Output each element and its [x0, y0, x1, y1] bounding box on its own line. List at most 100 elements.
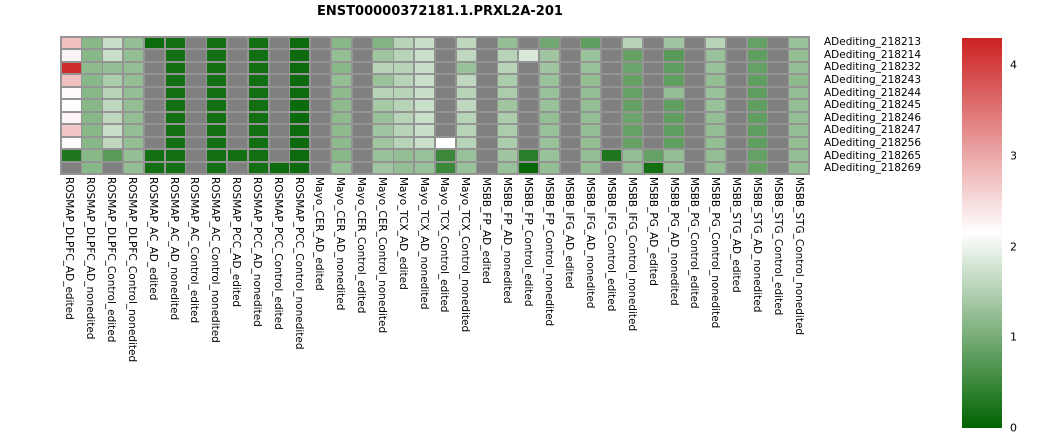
- column-label: Mayo_CER_AD_edited: [313, 177, 326, 291]
- heatmap-cell: [269, 37, 289, 49]
- heatmap-cell: [61, 62, 81, 74]
- heatmap-cell: [124, 75, 144, 86]
- heatmap-cell: [477, 162, 497, 174]
- heatmap-cell: [789, 37, 809, 49]
- heatmap-cell: [415, 62, 435, 74]
- heatmap-cell: [103, 112, 123, 124]
- heatmap-cell: [269, 75, 289, 86]
- column-label: MSBB_PG_Control_nonedited: [709, 177, 722, 329]
- heatmap-cell: [227, 137, 248, 149]
- heatmap-cell: [124, 50, 144, 61]
- heatmap-cell: [643, 50, 663, 61]
- heatmap-cell: [747, 50, 767, 61]
- heatmap-cell: [581, 100, 601, 111]
- heatmap-cell: [643, 112, 663, 124]
- heatmap-cell: [560, 75, 580, 86]
- row-label: ADediting_218243: [824, 73, 921, 86]
- heatmap-cell: [747, 150, 767, 161]
- heatmap-cell: [706, 62, 726, 74]
- heatmap-cell: [227, 162, 248, 174]
- heatmap-cell: [435, 50, 455, 61]
- heatmap-cell: [747, 75, 767, 86]
- heatmap-cell: [331, 100, 351, 111]
- heatmap-cell: [747, 112, 767, 124]
- heatmap-cell: [144, 50, 164, 61]
- heatmap-cell: [82, 162, 102, 174]
- heatmap-cell: [352, 125, 372, 136]
- row-label: ADediting_218244: [824, 86, 921, 99]
- heatmap-cell: [664, 150, 684, 161]
- row-label: ADediting_218214: [824, 48, 921, 61]
- heatmap-cell: [165, 50, 185, 61]
- heatmap-cell: [560, 50, 580, 61]
- heatmap-cell: [352, 62, 372, 74]
- heatmap-cell: [539, 37, 559, 49]
- heatmap-cell: [789, 112, 809, 124]
- heatmap-cell: [227, 125, 248, 136]
- heatmap-cell: [560, 150, 580, 161]
- heatmap-cell: [789, 162, 809, 174]
- heatmap-cell: [435, 62, 455, 74]
- heatmap-cell: [602, 87, 622, 99]
- column-label: Mayo_TCX_Control_edited: [438, 177, 451, 313]
- colorbar-tick: 3: [1010, 149, 1017, 163]
- column-label-axis: ROSMAP_DLPFC_AD_edited ROSMAP_DLPFC_AD_no…: [60, 177, 810, 427]
- heatmap-cell: [415, 150, 435, 161]
- heatmap-cell: [311, 162, 331, 174]
- heatmap-cell: [685, 125, 705, 136]
- heatmap-cell: [165, 87, 185, 99]
- heatmap-cell: [331, 125, 351, 136]
- heatmap-cell: [498, 87, 518, 99]
- heatmap-cell: [124, 125, 144, 136]
- heatmap-cell: [726, 112, 746, 124]
- heatmap-cell: [207, 125, 227, 136]
- heatmap-cell: [103, 162, 123, 174]
- heatmap-cell: [685, 37, 705, 49]
- heatmap-cell: [560, 87, 580, 99]
- heatmap-cell: [144, 87, 164, 99]
- heatmap-cell: [103, 75, 123, 86]
- heatmap-cell: [539, 62, 559, 74]
- heatmap-cell: [311, 37, 331, 49]
- page-title: ENST00000372181.1.PRXL2A-201: [317, 4, 563, 19]
- heatmap-cell: [498, 162, 518, 174]
- heatmap-cell: [539, 100, 559, 111]
- heatmap-cell: [186, 87, 206, 99]
- heatmap-cell: [768, 162, 788, 174]
- heatmap-cell: [581, 162, 601, 174]
- heatmap-cell: [435, 75, 455, 86]
- heatmap-cell: [581, 112, 601, 124]
- heatmap-cell: [456, 75, 476, 86]
- heatmap-cell: [456, 87, 476, 99]
- heatmap-cell: [602, 100, 622, 111]
- heatmap-cell: [373, 87, 393, 99]
- heatmap-cell: [415, 162, 435, 174]
- heatmap-cell: [248, 62, 268, 74]
- heatmap-cell: [560, 137, 580, 149]
- column-label: ROSMAP_PCC_Control_edited: [271, 177, 284, 330]
- heatmap-cell: [456, 100, 476, 111]
- heatmap-cell: [643, 100, 663, 111]
- heatmap-cell: [331, 50, 351, 61]
- heatmap-cell: [61, 162, 81, 174]
- heatmap-cell: [643, 137, 663, 149]
- heatmap-cell: [331, 137, 351, 149]
- colorbar-tick: 2: [1010, 240, 1017, 254]
- heatmap-cell: [747, 37, 767, 49]
- heatmap-cell: [186, 150, 206, 161]
- heatmap-cell: [61, 50, 81, 61]
- heatmap-cell: [207, 75, 227, 86]
- heatmap-cell: [352, 150, 372, 161]
- heatmap-cell: [311, 50, 331, 61]
- heatmap-cell: [290, 112, 310, 124]
- heatmap-cell: [477, 112, 497, 124]
- heatmap-cell: [103, 50, 123, 61]
- heatmap-cell: [789, 137, 809, 149]
- heatmap-cell: [373, 37, 393, 49]
- column-label: Mayo_TCX_AD_edited: [396, 177, 409, 290]
- heatmap-cell: [664, 87, 684, 99]
- heatmap-cell: [581, 37, 601, 49]
- column-label: ROSMAP_PCC_AD_nonedited: [250, 177, 263, 327]
- heatmap-cell: [581, 75, 601, 86]
- heatmap-cell: [352, 162, 372, 174]
